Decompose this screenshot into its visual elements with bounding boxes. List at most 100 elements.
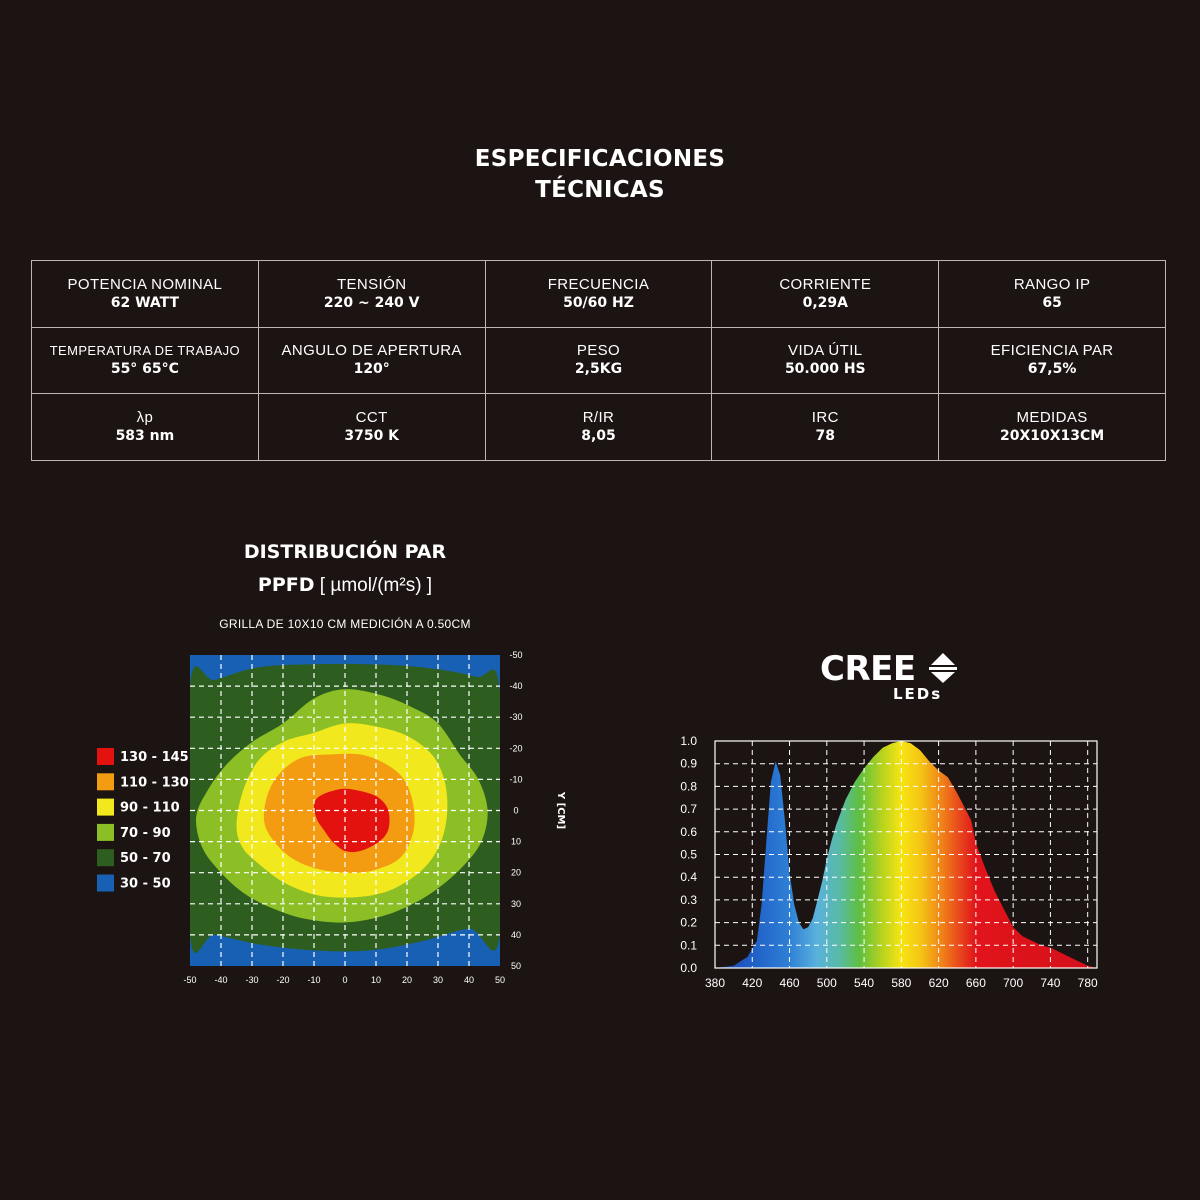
spec-label: TENSIÓN [336, 275, 407, 293]
spec-value: 65 [1042, 294, 1062, 311]
heatmap-y-tick-label: -50 [509, 650, 522, 660]
heatmap-x-tick-label: -50 [183, 975, 196, 985]
spectrum-y-tick-label: 0.4 [680, 870, 697, 884]
heatmap-y-tick-label: 0 [513, 806, 518, 816]
spec-value: 20X10X13CM [999, 428, 1105, 445]
heatmap-x-tick-label: -30 [245, 975, 258, 985]
spectrum-x-tick-label: 620 [929, 976, 949, 990]
spec-value: 8,05 [581, 428, 616, 445]
heatmap-x-tick-label: 40 [464, 975, 474, 985]
spec-value: 50/60 HZ [563, 294, 634, 311]
spec-label: CCT [355, 409, 388, 427]
ppfd-subtitle-unit: [ µmol/(m²s) ] [314, 575, 433, 596]
legend-swatch [97, 849, 114, 867]
heatmap-y-axis-label: Y [CM] [555, 791, 566, 829]
specs-table: POTENCIA NOMINAL 62 WATT TENSIÓN 220 ~ 240… [31, 260, 1166, 461]
legend-swatch [97, 798, 114, 816]
spectrum-y-tick-label: 0.1 [680, 938, 697, 952]
specs-row: λp 583 nm CCT 3750 K R/IR 8,05 IRC 78 MEDIDA… [31, 393, 1166, 461]
spec-label: RANGO IP [1013, 275, 1091, 293]
spec-label: IRC [811, 409, 839, 427]
spec-value: 67,5% [1027, 361, 1077, 378]
heatmap-x-tick-label: 20 [402, 975, 412, 985]
brand-name: CREE [820, 649, 916, 689]
spec-cell: MEDIDAS 20X10X13CM [938, 393, 1166, 461]
spec-value: 50.000 HS [784, 361, 866, 378]
spectrum-y-tick-label: 0.3 [680, 893, 697, 907]
spectrum-x-tick-label: 420 [742, 976, 762, 990]
page-title: ESPECIFICACIONES TÉCNICAS [0, 144, 1200, 206]
heatmap-x-tick-label: -10 [307, 975, 320, 985]
legend-label: 70 - 90 [120, 826, 171, 841]
legend-label: 30 - 50 [120, 877, 171, 892]
spectrum-x-tick-label: 500 [817, 976, 837, 990]
cree-leds-logo: CREE LEDs [818, 650, 968, 710]
legend-swatch [97, 823, 114, 841]
spectrum-x-tick-label: 740 [1040, 976, 1060, 990]
spectrum-x-tick-label: 580 [891, 976, 911, 990]
spec-cell: PESO 2,5KG [484, 326, 713, 395]
spec-cell: VIDA ÚTIL 50.000 HS [711, 326, 940, 395]
heatmap-x-tick-label: 30 [433, 975, 443, 985]
ppfd-title: DISTRIBUCIÓN PAR [243, 541, 447, 563]
spectrum-x-tick-label: 780 [1078, 976, 1098, 990]
spectrum-x-tick-label: 460 [780, 976, 800, 990]
spec-cell: TEMPERATURA DE TRABAJO 55° 65°C [31, 326, 259, 395]
spec-label: EFICIENCIA PAR [990, 342, 1114, 360]
spec-value: 120° [353, 361, 390, 378]
heatmap-x-tick-label: 0 [342, 975, 347, 985]
spec-cell: EFICIENCIA PAR 67,5% [938, 326, 1166, 395]
brand-sub: LEDs [893, 685, 943, 703]
ppfd-heatmap-chart: -50 -40 -30 -20 -10 0 10 20 30 40 50 -50 -40 -30 -20 -1… [97, 650, 566, 985]
cree-spectrum-chart: 380 420 460 500 540 580 620 660 700 740 780 0.0 0.1 0… [680, 734, 1098, 990]
spec-label: λp [136, 409, 154, 427]
spec-cell: POTENCIA NOMINAL 62 WATT [31, 260, 259, 328]
spec-value: 78 [815, 428, 836, 445]
heatmap-x-tick-label: -40 [214, 975, 227, 985]
spec-label: TEMPERATURA DE TRABAJO [49, 343, 241, 359]
page-title-line1: ESPECIFICACIONES [474, 146, 726, 172]
spec-label: FRECUENCIA [547, 275, 650, 293]
heatmap-y-tick-label: -20 [509, 743, 522, 753]
heatmap-y-tick-label: 50 [511, 961, 521, 971]
spec-cell: λp 583 nm [31, 393, 259, 461]
spectrum-y-tick-label: 0.2 [680, 916, 697, 930]
ppfd-subtitle-bold: PPFD [257, 574, 315, 596]
specs-row: TEMPERATURA DE TRABAJO 55° 65°C ANGULO DE… [31, 326, 1166, 395]
spec-value: 55° 65°C [110, 361, 179, 378]
spec-label: POTENCIA NOMINAL [67, 275, 223, 293]
heatmap-y-tick-label: -10 [509, 774, 522, 784]
ppfd-note: GRILLA DE 10X10 CM MEDICIÓN A 0.50CM [219, 617, 471, 631]
heatmap-x-tick-label: -20 [276, 975, 289, 985]
heatmap-x-tick-label: 10 [371, 975, 381, 985]
spec-label: MEDIDAS [1016, 409, 1088, 427]
spec-cell: IRC 78 [711, 393, 940, 461]
spec-value: 62 WATT [110, 294, 180, 311]
spectrum-y-tick-label: 1.0 [680, 734, 697, 748]
specs-row: POTENCIA NOMINAL 62 WATT TENSIÓN 220 ~ 240… [31, 260, 1166, 328]
spec-label: R/IR [582, 409, 615, 427]
spec-label: PESO [576, 342, 621, 360]
spec-cell: FRECUENCIA 50/60 HZ [484, 260, 713, 328]
ppfd-subtitle: PPFD [ µmol/(m²s) ] [190, 574, 500, 597]
heatmap-y-tick-label: 30 [511, 899, 521, 909]
spectrum-x-tick-label: 540 [854, 976, 874, 990]
spectrum-y-tick-label: 0.9 [680, 757, 697, 771]
spec-cell: ANGULO DE APERTURA 120° [257, 326, 486, 395]
spec-cell: RANGO IP 65 [938, 260, 1166, 328]
spec-cell: TENSIÓN 220 ~ 240 V [257, 260, 486, 328]
spec-label: CORRIENTE [779, 275, 872, 293]
legend-label: 50 - 70 [120, 851, 171, 866]
heatmap-y-tick-label: 10 [511, 837, 521, 847]
spectrum-y-tick-label: 0.6 [680, 825, 697, 839]
heatmap-y-tick-label: 40 [511, 930, 521, 940]
heatmap-y-tick-label: -40 [509, 681, 522, 691]
legend-swatch [97, 874, 114, 892]
page-title-line2: TÉCNICAS [535, 177, 665, 203]
spec-value: 0,29A [802, 294, 848, 311]
brand-arrows-icon [928, 652, 958, 689]
spec-label: VIDA ÚTIL [788, 342, 863, 360]
spectrum-y-tick-label: 0.7 [680, 802, 697, 816]
spectrum-x-tick-label: 700 [1003, 976, 1023, 990]
legend-swatch [97, 773, 114, 791]
